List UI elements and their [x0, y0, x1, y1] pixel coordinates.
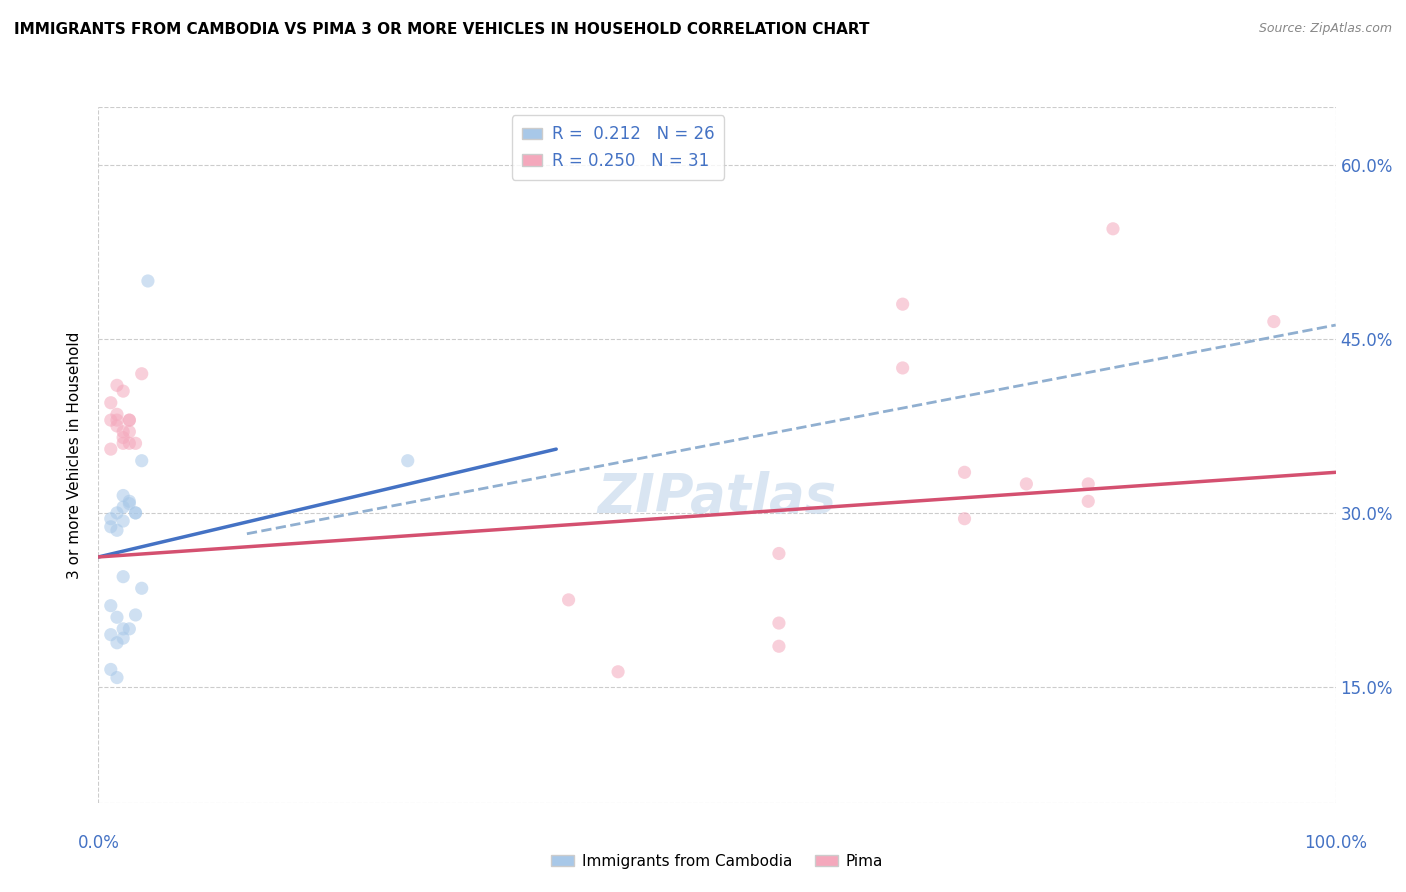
- Text: 0.0%: 0.0%: [77, 834, 120, 852]
- Point: [953, 511, 976, 525]
- Point: [768, 639, 790, 653]
- Text: ZIPatlas: ZIPatlas: [598, 471, 837, 523]
- Point: [112, 425, 135, 439]
- Point: [112, 384, 135, 398]
- Point: [118, 494, 141, 508]
- Point: [112, 436, 135, 450]
- Point: [105, 418, 128, 433]
- Text: 100.0%: 100.0%: [1305, 834, 1367, 852]
- Point: [131, 582, 153, 596]
- Point: [118, 622, 141, 636]
- Point: [100, 442, 122, 456]
- Text: Source: ZipAtlas.com: Source: ZipAtlas.com: [1258, 22, 1392, 36]
- Point: [100, 395, 122, 409]
- Point: [131, 367, 153, 381]
- Point: [118, 413, 141, 427]
- Point: [105, 413, 128, 427]
- Point: [118, 413, 141, 427]
- Point: [100, 599, 122, 613]
- Point: [953, 466, 976, 480]
- Point: [136, 274, 159, 288]
- Point: [112, 430, 135, 444]
- Legend: Immigrants from Cambodia, Pima: Immigrants from Cambodia, Pima: [546, 848, 889, 875]
- Point: [891, 297, 914, 311]
- Point: [1102, 221, 1125, 235]
- Point: [768, 546, 790, 561]
- Point: [557, 592, 579, 607]
- Point: [105, 610, 128, 624]
- Point: [112, 622, 135, 636]
- Y-axis label: 3 or more Vehicles in Household: 3 or more Vehicles in Household: [67, 331, 83, 579]
- Point: [105, 523, 128, 537]
- Point: [112, 631, 135, 645]
- Point: [118, 436, 141, 450]
- Point: [100, 413, 122, 427]
- Point: [112, 489, 135, 503]
- Text: IMMIGRANTS FROM CAMBODIA VS PIMA 3 OR MORE VEHICLES IN HOUSEHOLD CORRELATION CHA: IMMIGRANTS FROM CAMBODIA VS PIMA 3 OR MO…: [14, 22, 869, 37]
- Point: [124, 506, 146, 520]
- Point: [124, 607, 146, 622]
- Point: [118, 425, 141, 439]
- Point: [118, 497, 141, 511]
- Point: [100, 628, 122, 642]
- Point: [1077, 494, 1099, 508]
- Point: [124, 436, 146, 450]
- Point: [607, 665, 630, 679]
- Point: [105, 407, 128, 421]
- Point: [105, 506, 128, 520]
- Point: [100, 520, 122, 534]
- Point: [112, 500, 135, 514]
- Point: [891, 360, 914, 375]
- Point: [105, 378, 128, 392]
- Point: [768, 615, 790, 630]
- Point: [396, 453, 419, 467]
- Point: [105, 671, 128, 685]
- Point: [1077, 476, 1099, 491]
- Point: [131, 453, 153, 467]
- Point: [124, 506, 146, 520]
- Point: [1263, 314, 1285, 328]
- Point: [105, 636, 128, 650]
- Point: [112, 570, 135, 584]
- Point: [112, 514, 135, 528]
- Point: [1015, 476, 1038, 491]
- Point: [100, 662, 122, 676]
- Point: [100, 511, 122, 525]
